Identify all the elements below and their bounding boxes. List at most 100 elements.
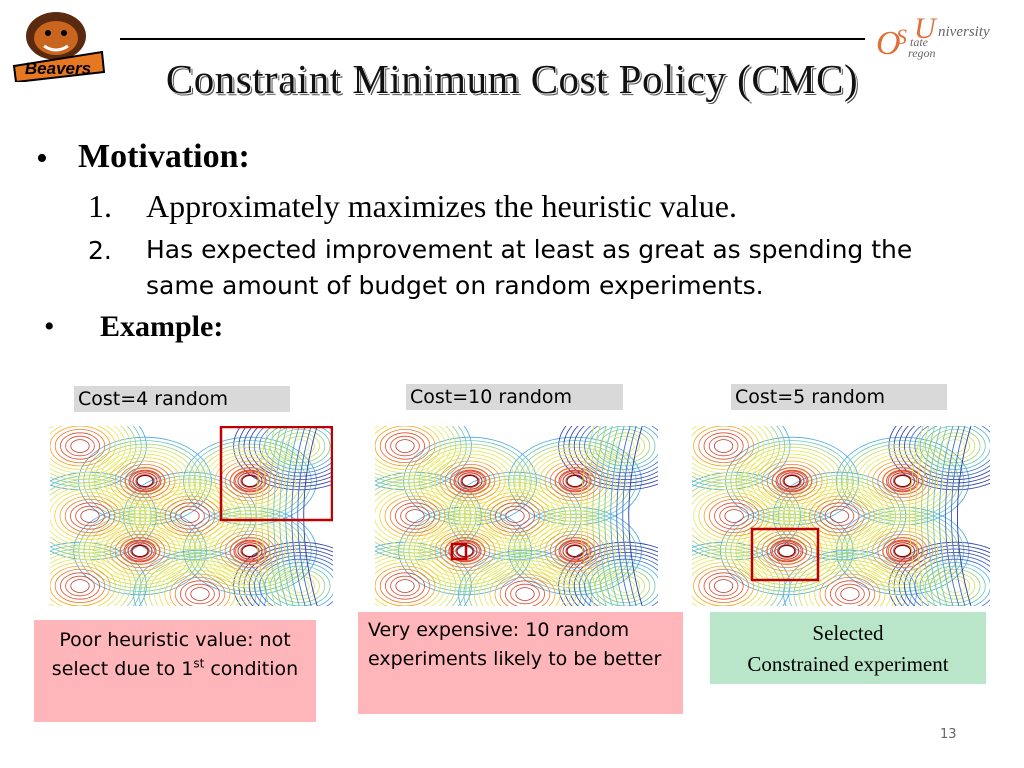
contour-line [180,580,220,606]
contour-line [703,572,744,600]
contour-line [703,432,744,460]
contour-line [127,542,153,560]
contour-line [130,544,150,558]
contour-line [209,523,291,579]
contour-line [951,426,966,606]
contour-line [861,523,944,579]
contour-line [565,474,585,488]
contour-line [771,540,802,562]
contour-line [125,540,155,562]
contour-line [389,499,441,534]
contour-line [375,426,446,474]
contour-line [610,426,625,606]
contour-line [124,467,166,495]
contour-line [50,426,132,480]
contour-line [154,563,246,606]
contour-plot-image [50,425,334,606]
contour-line [50,485,136,547]
contour-line [893,426,990,487]
contour-line [169,573,231,606]
contour-line [290,579,310,593]
contour-line [449,467,491,495]
contour-line [766,537,808,565]
contour-line [740,447,844,515]
contour-line [444,537,486,565]
contour-line [273,426,288,606]
contour-line [136,474,154,488]
contour-line [69,502,111,530]
header-rule [120,38,865,40]
contour-line [159,495,221,537]
contour-line [439,534,491,569]
contour-line [54,428,106,464]
contour-line [214,527,286,575]
contour-line [130,470,160,492]
contour-line [50,426,116,470]
contour-line [119,464,171,499]
contour-line [93,447,197,515]
contour-line [109,457,181,505]
contour-line [461,474,479,488]
contour-line [510,583,540,605]
contour-line [909,426,990,477]
contour-line [898,426,990,484]
contour-line [698,568,749,603]
contour-line [615,439,635,453]
contour-line [544,460,606,502]
contour-line [539,457,611,505]
contour-line [829,580,870,606]
svg-text:regon: regon [908,46,936,60]
contour-line [872,460,934,502]
contour-line [135,474,155,488]
contour-line [814,570,886,606]
contour-line [164,570,236,606]
contour-line [241,474,259,488]
contour-line [730,513,844,589]
contour-line [534,523,616,579]
contour-line [841,510,965,592]
contour-line [725,436,859,526]
contour-line [505,580,545,606]
beavers-logo: Beavers [8,8,108,84]
contour-line [803,563,896,606]
contour-line [909,555,990,606]
contour-line [770,539,804,563]
contour-line [523,447,627,515]
contour-line [494,573,556,606]
cost-label: Cost=4 random [74,386,290,412]
contour-line [867,457,939,505]
bullet-dot: • [36,140,48,177]
contour-line [708,575,739,597]
list-number: 2. [88,236,112,265]
contour-line [872,530,934,572]
contour-line [703,495,765,537]
contour-line [894,544,912,558]
contour-line [921,426,936,606]
contour-line [379,428,431,464]
contour-line [783,474,801,488]
contour-line [693,565,754,606]
contour-line [558,426,658,491]
contour-line [274,568,326,603]
list-item-text: Has expected improvement at least as gre… [146,235,913,300]
contour-line [793,485,886,547]
page-number: 13 [940,727,957,742]
contour-line [463,482,567,550]
contour-line [713,439,734,453]
contour-line [119,537,161,565]
contour-line [259,426,333,474]
note-very-expensive: Very expensive: 10 random experiments li… [358,612,683,714]
svg-text:S: S [896,24,907,49]
contour-line [233,426,333,491]
svg-text:tate: tate [910,35,929,49]
contour-plot [692,426,990,606]
contour-line [50,426,121,474]
contour-line [589,426,658,470]
contour-line [267,426,282,606]
contour-line [914,558,990,606]
contour-line [565,544,585,558]
example-heading: Example: [100,310,224,343]
contour-line [132,472,158,490]
contour-line [418,447,522,515]
contour-line [939,426,954,606]
